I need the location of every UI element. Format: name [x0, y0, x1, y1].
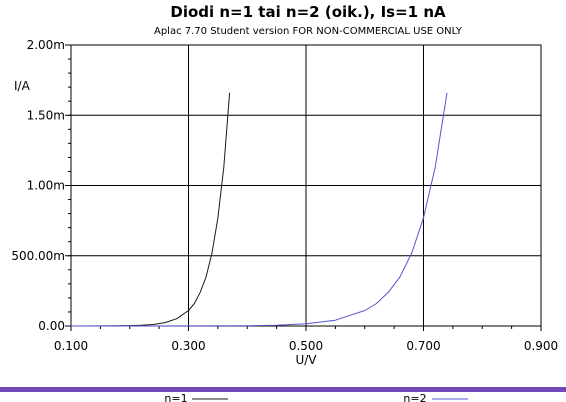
chart-subtitle: Aplac 7.70 Student version FOR NON-COMME…: [154, 26, 463, 37]
legend: n=1 n=2: [164, 392, 468, 402]
series-layer: [70, 92, 448, 327]
x-tick-label: 0.300: [171, 339, 205, 353]
y-tick-label: 1.50m: [27, 108, 65, 122]
chart-title: Diodi n=1 tai n=2 (oik.), Is=1 nA: [170, 3, 446, 21]
x-axis-label: U/V: [295, 353, 317, 367]
y-axis-label: I/A: [14, 79, 31, 93]
y-tick-label: 2.00m: [27, 38, 65, 52]
legend-label-n1: n=1: [164, 392, 187, 402]
y-tick-label: 1.00m: [27, 179, 65, 193]
axis-ticks: 0.100 0.300 0.500 0.700 0.900 0.00 500.00m 1.00…: [11, 38, 558, 353]
x-tick-label: 0.100: [54, 339, 88, 353]
y-tick-label: 0.00: [38, 319, 65, 333]
x-tick-label: 0.500: [289, 339, 323, 353]
plot-frame: [70, 44, 542, 327]
x-tick-label: 0.700: [406, 339, 440, 353]
grid: [71, 45, 541, 326]
series-line-n2: [71, 92, 448, 327]
x-tick-label: 0.900: [524, 339, 558, 353]
y-tick-label: 500.00m: [11, 249, 65, 263]
footer-bar: [0, 387, 566, 392]
legend-label-n2: n=2: [403, 392, 426, 402]
